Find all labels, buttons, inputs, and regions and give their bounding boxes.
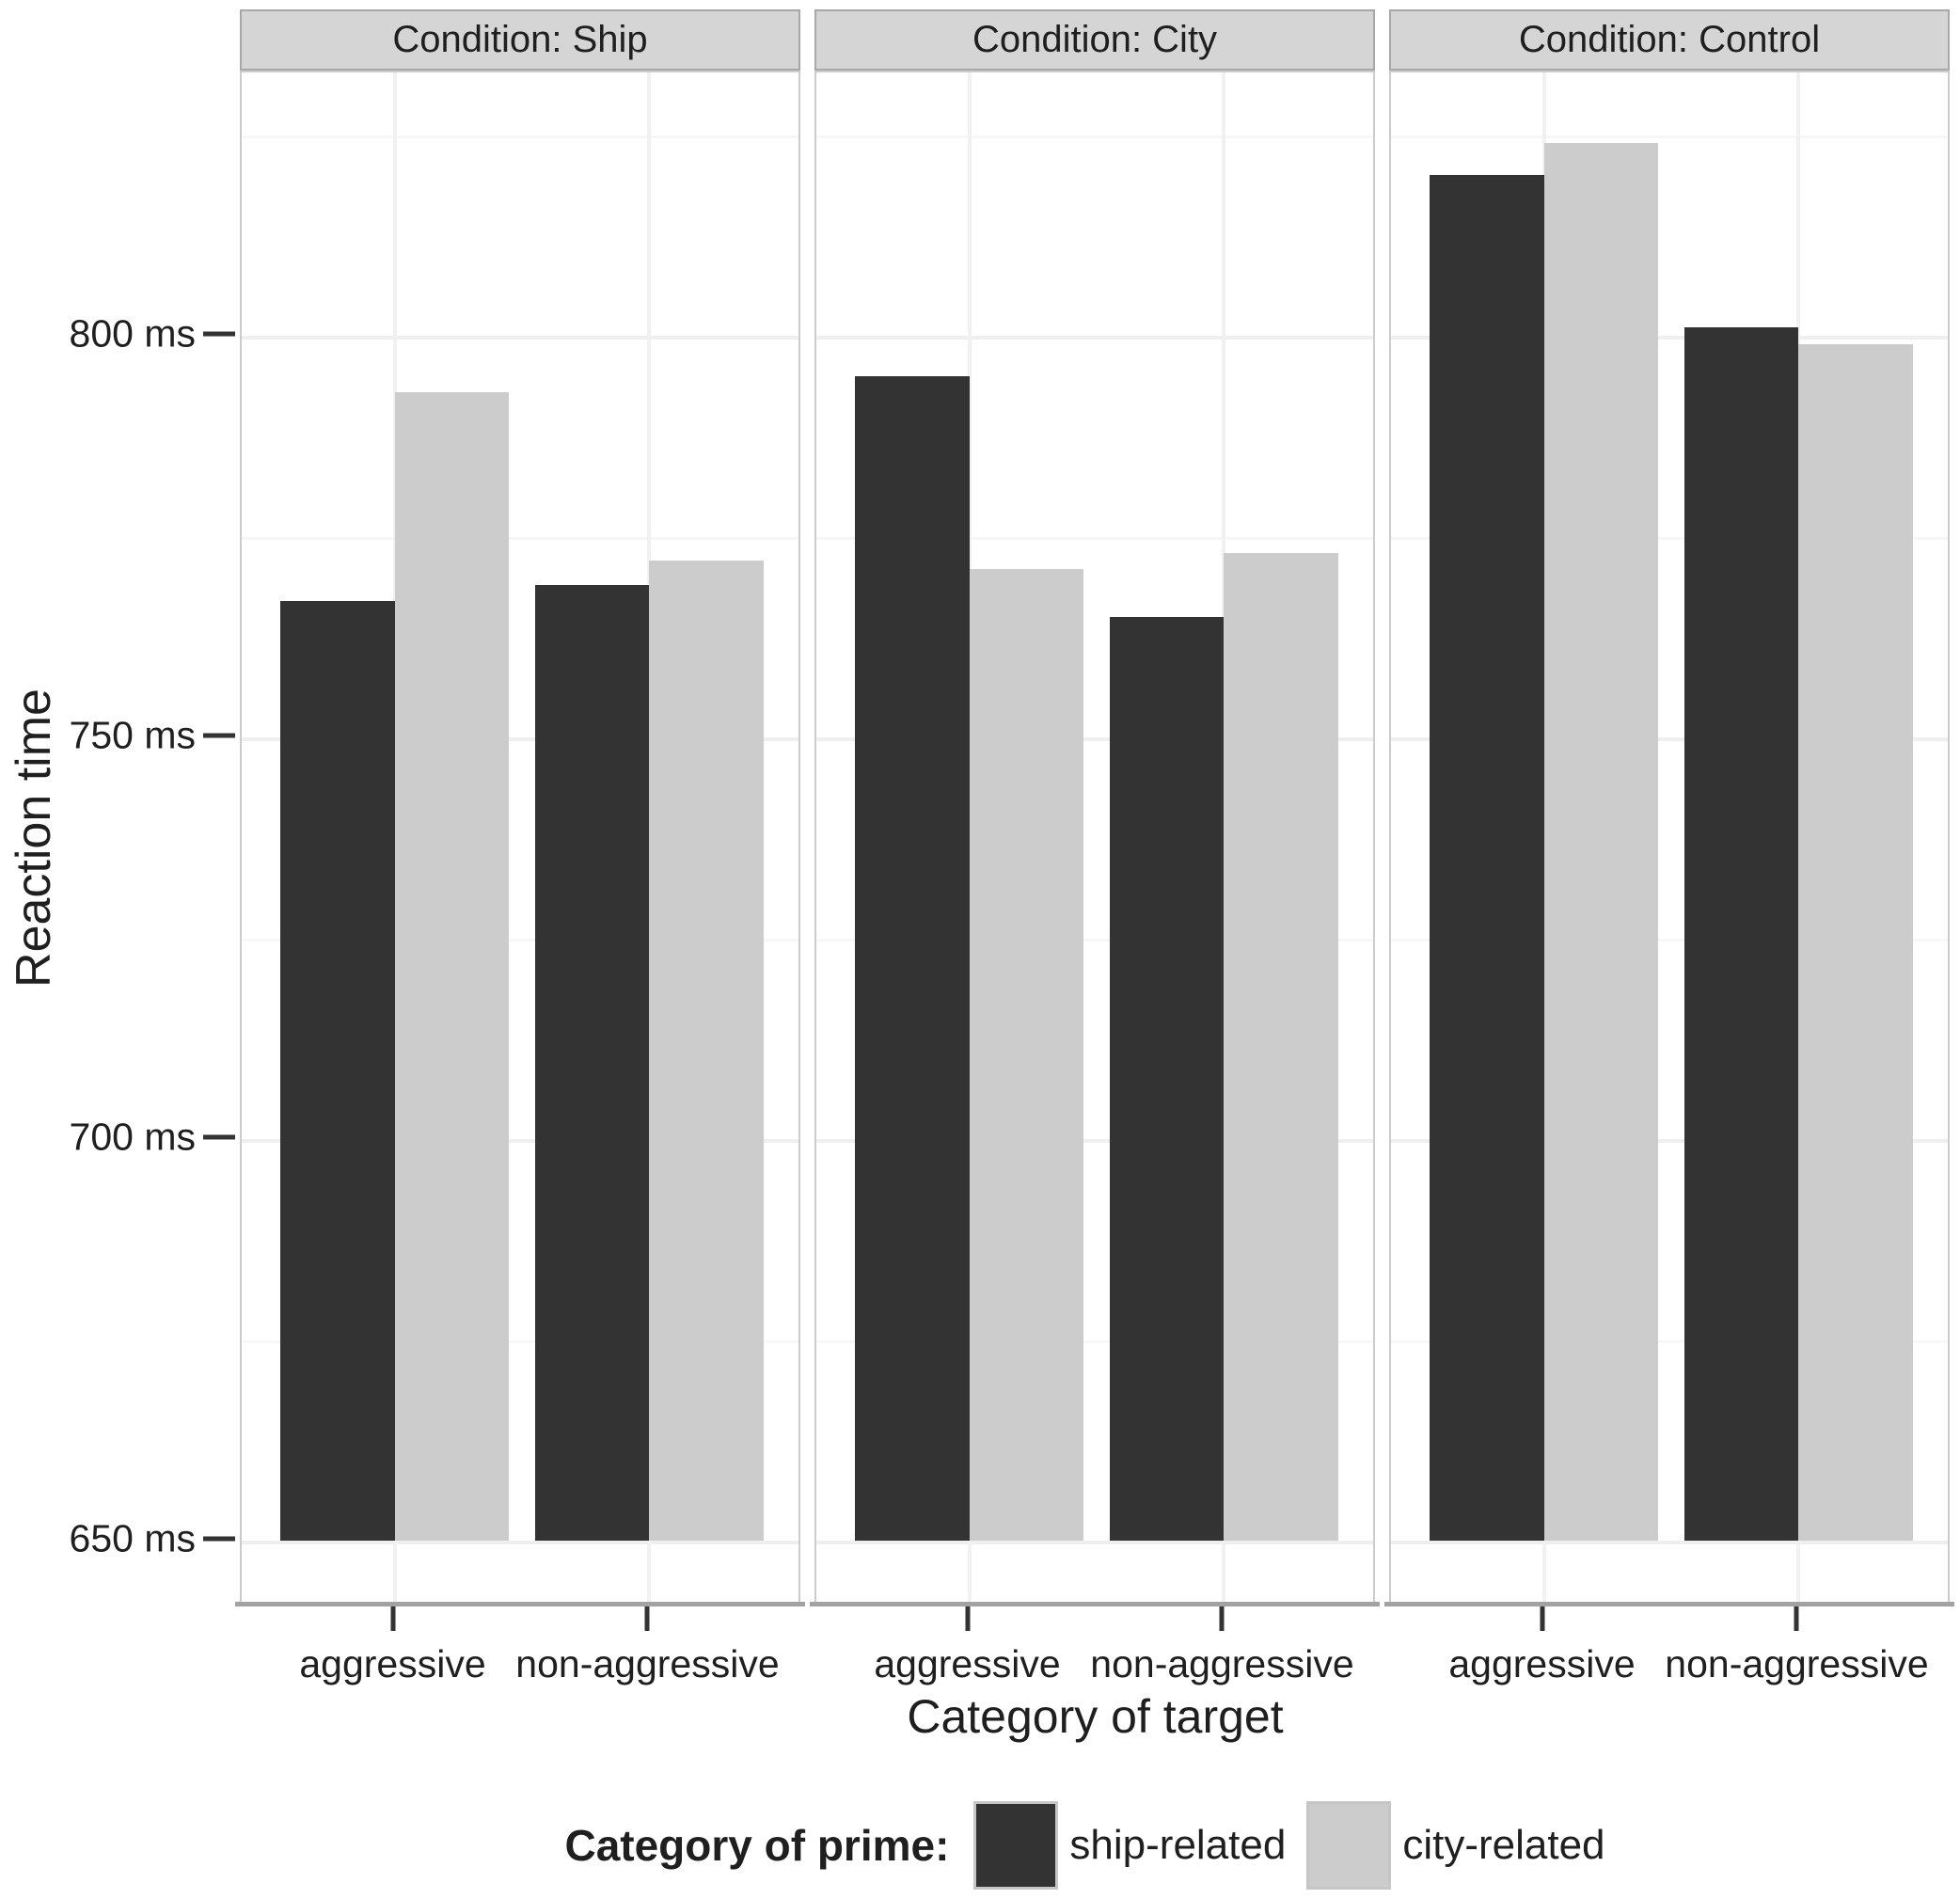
bar-city-related-aggressive	[969, 568, 1084, 1541]
y-tick-label: 750 ms	[69, 713, 196, 757]
grid-major-line	[816, 1541, 1373, 1544]
bar-ship-related-aggressive	[279, 600, 395, 1541]
facet-strip: Condition: Control	[1389, 9, 1950, 71]
bar-ship-related-aggressive	[854, 375, 970, 1541]
x-tick-mark	[1219, 1606, 1225, 1631]
grid-major-line	[242, 336, 798, 340]
grid-minor-line	[1391, 1339, 1948, 1343]
bar-city-related-aggressive	[1543, 143, 1659, 1541]
x-axis-line	[1384, 1602, 1954, 1606]
grid-minor-line	[242, 1339, 798, 1343]
bar-city-related-non-aggressive	[1798, 343, 1914, 1541]
grid-minor-line	[816, 1339, 1373, 1343]
grid-major-line	[242, 737, 798, 741]
x-axis-line	[810, 1602, 1380, 1606]
x-tick-mark	[1540, 1606, 1545, 1631]
x-tick-mark	[965, 1606, 971, 1631]
bar-ship-related-non-aggressive	[1109, 616, 1225, 1541]
grid-major-line	[816, 336, 1373, 340]
x-tick-label: non-aggressive	[1665, 1642, 1929, 1685]
legend-label-ship-related: ship-related	[1069, 1822, 1287, 1868]
grid-minor-line	[1391, 536, 1948, 540]
legend-swatch-city-related	[1306, 1801, 1392, 1890]
y-tick-mark	[203, 1134, 235, 1140]
y-tick-label: 650 ms	[69, 1516, 196, 1560]
grid-major-line	[242, 1139, 798, 1143]
grid-major-line	[816, 737, 1373, 741]
y-tick-mark	[203, 733, 235, 738]
y-tick-label: 800 ms	[69, 311, 196, 356]
x-tick-label: non-aggressive	[1090, 1642, 1354, 1685]
legend-label-city-related: city-related	[1402, 1822, 1605, 1868]
grid-minor-line	[1391, 938, 1948, 942]
grid-major-line	[242, 1541, 798, 1544]
y-tick-mark	[203, 1536, 235, 1542]
grid-minor-line	[1391, 135, 1948, 138]
y-tick-label: 700 ms	[69, 1115, 196, 1159]
facet-panel	[240, 71, 800, 1606]
grid-minor-line	[816, 938, 1373, 942]
x-tick-label: aggressive	[299, 1642, 486, 1685]
grid-minor-line	[242, 135, 798, 138]
bar-ship-related-aggressive	[1429, 175, 1544, 1541]
x-tick-mark	[390, 1606, 396, 1631]
bar-ship-related-non-aggressive	[534, 584, 650, 1541]
x-tick-label: aggressive	[874, 1642, 1061, 1685]
grid-minor-line	[242, 938, 798, 942]
grid-major-line	[1391, 1541, 1948, 1544]
x-axis-line	[235, 1602, 805, 1606]
x-axis-title: Category of target	[907, 1690, 1284, 1743]
bar-ship-related-non-aggressive	[1683, 327, 1799, 1541]
x-tick-label: non-aggressive	[515, 1642, 780, 1685]
facet-strip: Condition: City	[814, 9, 1375, 71]
legend-entries: ship-related city-related	[973, 1801, 1625, 1890]
x-tick-mark	[1794, 1606, 1799, 1631]
facet-strip: Condition: Ship	[240, 9, 800, 71]
bar-city-related-non-aggressive	[649, 561, 765, 1541]
legend: Category of prime: ship-related city-rela…	[240, 1798, 1951, 1892]
grid-major-line	[816, 1139, 1373, 1143]
x-tick-mark	[644, 1606, 650, 1631]
legend-title: Category of prime:	[564, 1821, 950, 1870]
facet-panel	[1389, 71, 1950, 1606]
bar-city-related-non-aggressive	[1224, 552, 1339, 1541]
grid-major-line	[1391, 336, 1948, 340]
y-tick-mark	[203, 331, 235, 337]
grid-major-line	[1391, 737, 1948, 741]
legend-swatch-ship-related	[973, 1801, 1059, 1890]
facet-panel	[814, 71, 1375, 1606]
grid-minor-line	[816, 536, 1373, 540]
grid-major-line	[1391, 1139, 1948, 1143]
grid-minor-line	[242, 536, 798, 540]
x-tick-label: aggressive	[1448, 1642, 1636, 1685]
bar-city-related-aggressive	[394, 391, 510, 1541]
grid-minor-line	[816, 135, 1373, 138]
